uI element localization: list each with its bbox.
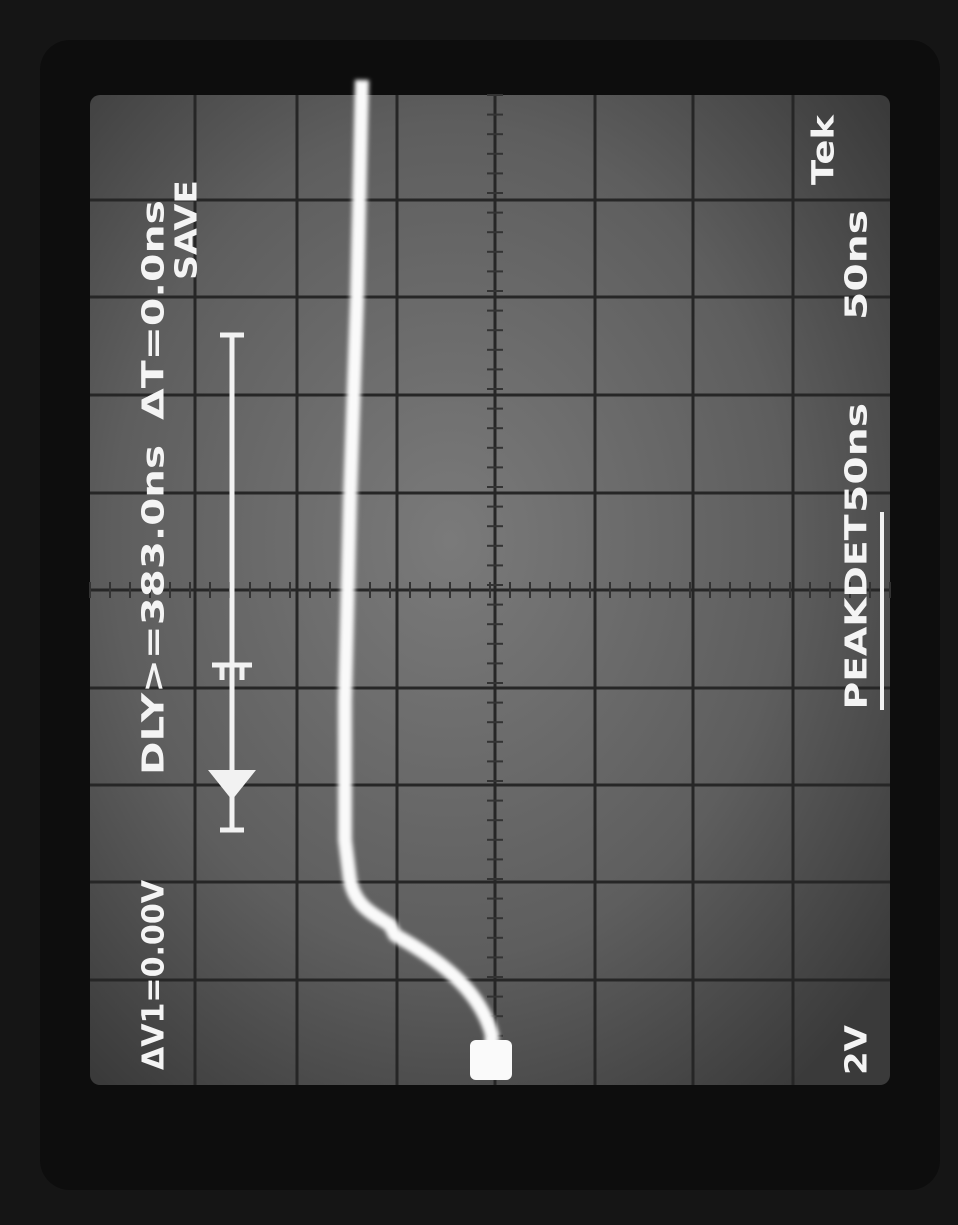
delay-readout: DLY>=383.0ns [137, 445, 172, 775]
time-per-div-main: 50ns [840, 403, 875, 513]
cursor-marker [208, 770, 256, 800]
save-indicator: SAVE [170, 180, 205, 280]
trace-start-blob [470, 1040, 512, 1080]
volts-per-div: 2V [840, 1024, 875, 1075]
time-per-div-delayed: 50ns [840, 210, 875, 320]
cursor-marker [212, 662, 252, 680]
waveform-trace [338, 79, 499, 1071]
acquisition-mode: PEAKDET [840, 514, 875, 710]
delta-v-readout: ΔV1=0.00V [137, 879, 172, 1070]
brand-label: Tek [807, 114, 842, 185]
delta-t-readout: ΔT=0.0ns [137, 200, 172, 420]
graticule [90, 95, 890, 1085]
axis-ticks [89, 94, 891, 1076]
